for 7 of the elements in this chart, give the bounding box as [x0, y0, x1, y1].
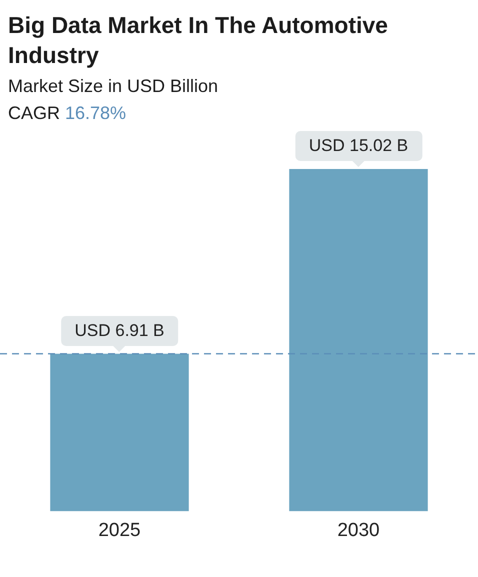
data-label: USD 6.91 B	[60, 316, 178, 346]
chart-subtitle: Market Size in USD Billion	[8, 76, 220, 97]
data-label: USD 15.02 B	[294, 131, 422, 161]
x-tick-label: 2025	[98, 520, 141, 541]
chart-title: Big Data Market In The Automotive Industry	[8, 11, 389, 70]
x-tick-label: 2030	[337, 520, 380, 541]
text: CAGR 16.78%	[8, 103, 126, 123]
